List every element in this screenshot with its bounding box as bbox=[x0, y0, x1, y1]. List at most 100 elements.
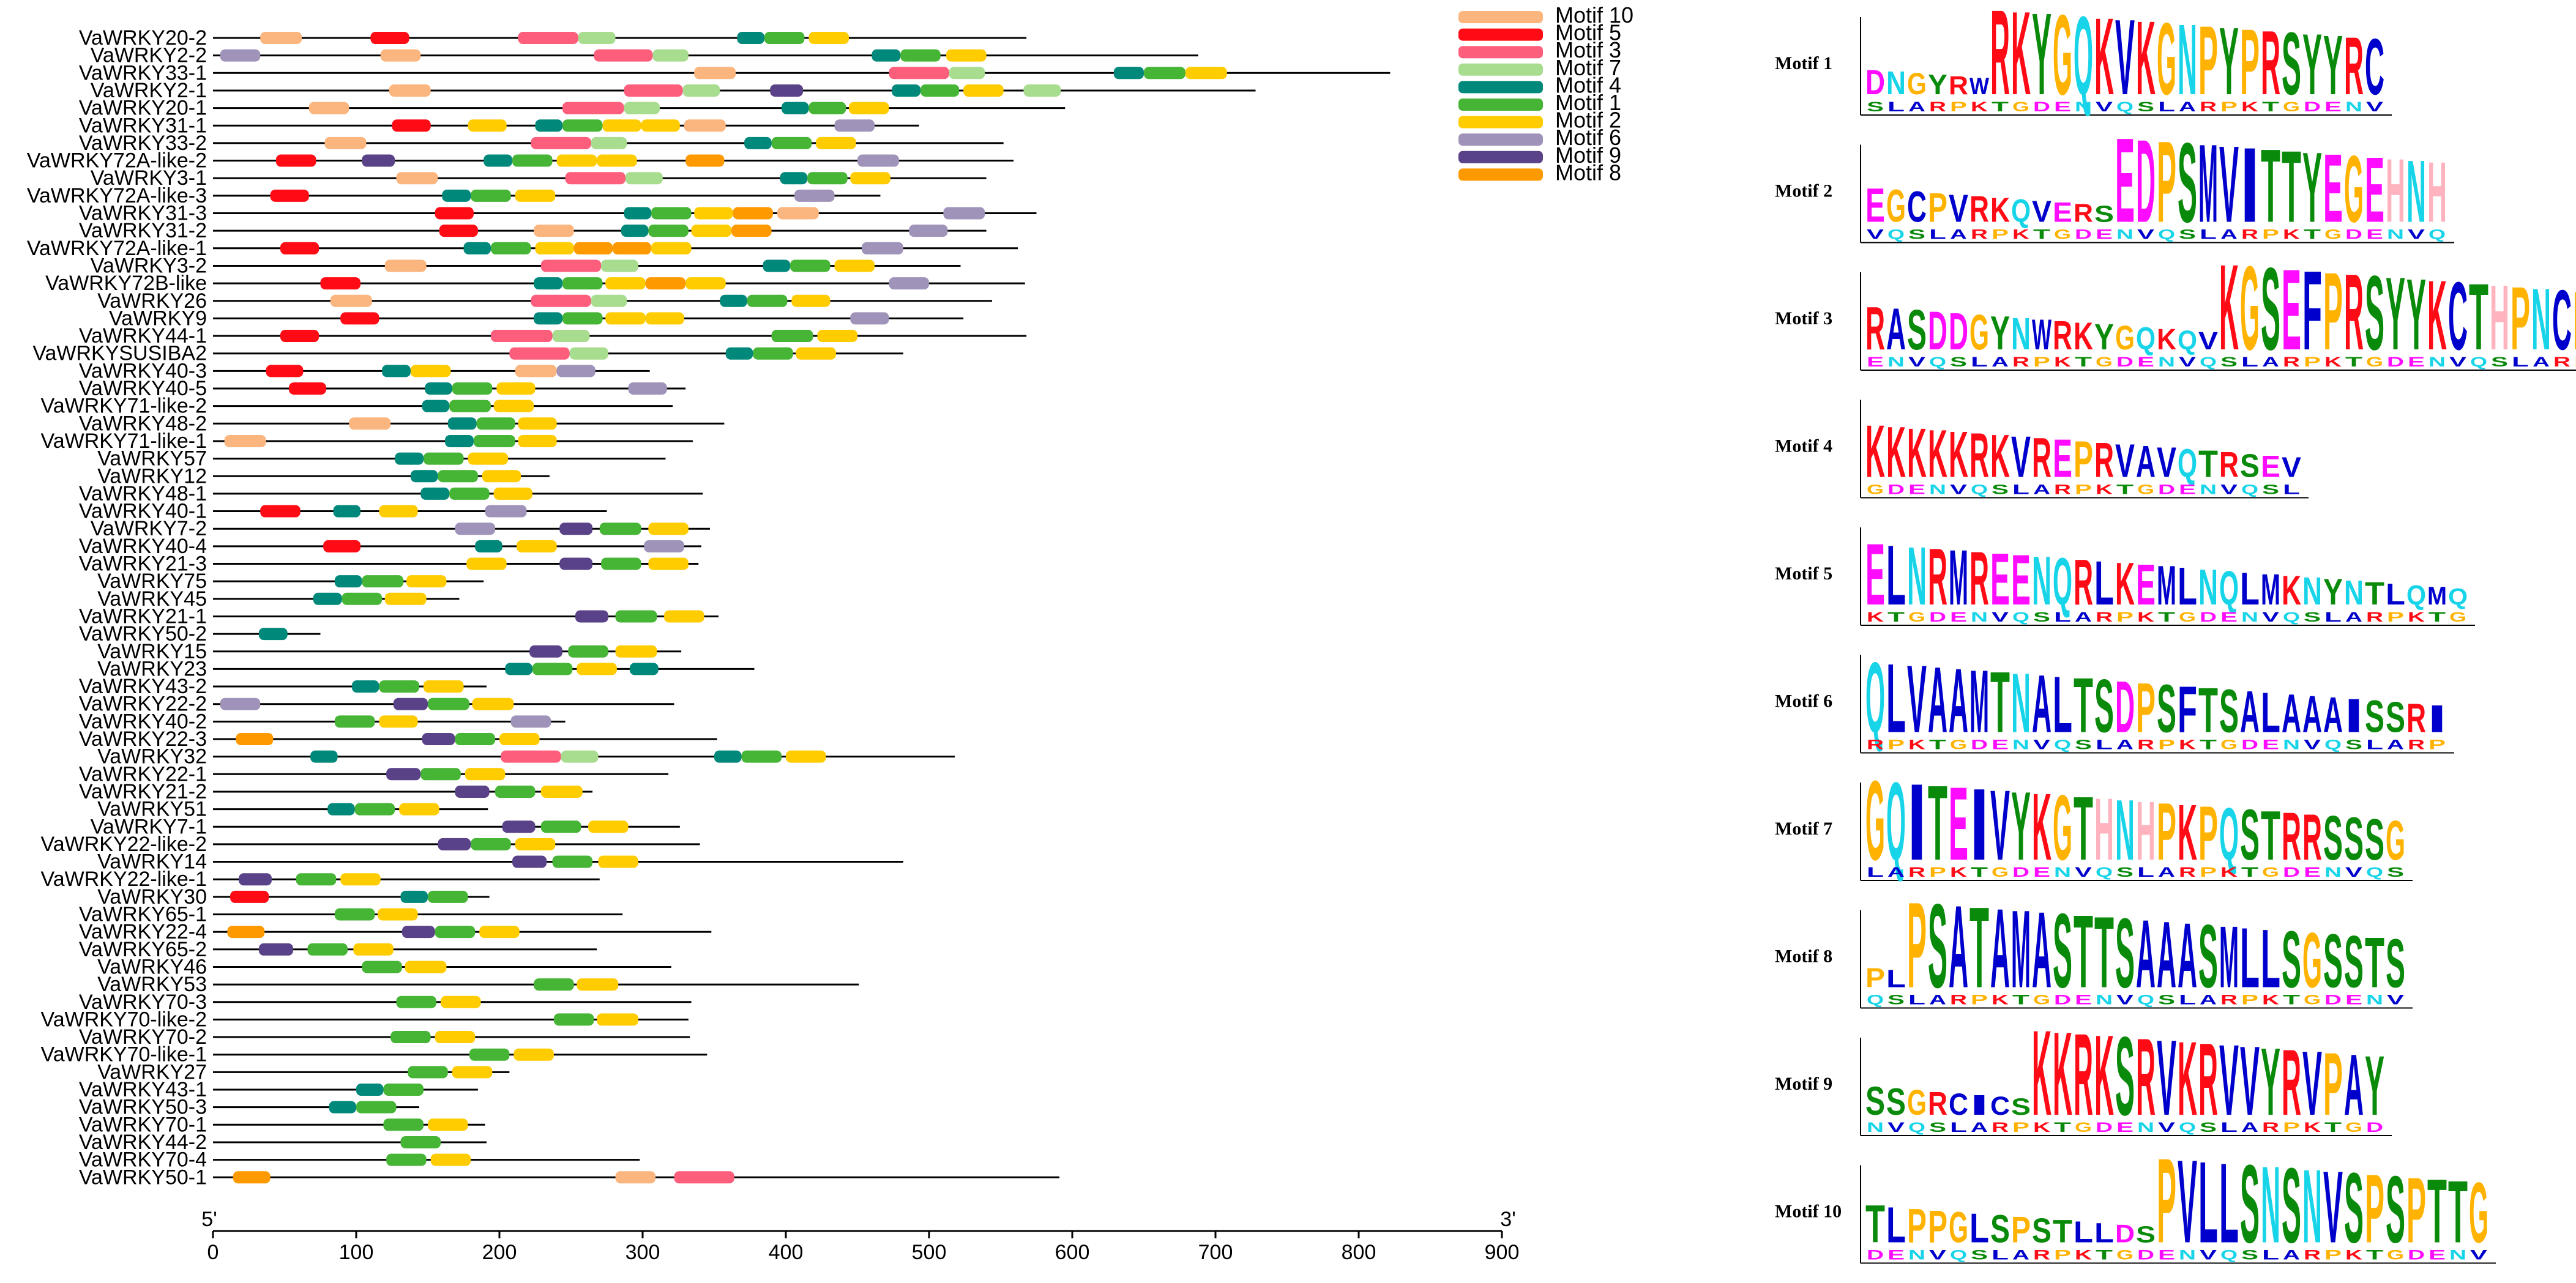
logo-letter: T bbox=[2053, 1213, 2072, 1249]
motif-1-block bbox=[562, 312, 603, 325]
logo-sub-letter: G bbox=[1950, 737, 1967, 753]
logo-sub-letter: D bbox=[2241, 737, 2258, 753]
logo-letter: W bbox=[1969, 73, 1990, 99]
logo-sub-letter: G bbox=[2304, 992, 2321, 1008]
logo-letter: R bbox=[2198, 1021, 2218, 1136]
logo-letter: Y bbox=[2032, 0, 2051, 120]
logo-sub-letter: D bbox=[2075, 227, 2092, 242]
gene-row: VaWRKY46 bbox=[97, 955, 671, 978]
gene-label: VaWRKY51 bbox=[97, 798, 207, 821]
logo-letter: E bbox=[1865, 179, 1885, 232]
logo-sub-letter: S bbox=[2345, 737, 2362, 753]
logo-letter: L bbox=[2094, 549, 2114, 618]
motif-6-block bbox=[909, 225, 948, 237]
logo-sub-letter: D bbox=[1929, 609, 1946, 625]
axis-tick-label: 600 bbox=[1055, 1241, 1090, 1264]
motif-1-block bbox=[386, 1153, 427, 1166]
gene-row: VaWRKY70-like-1 bbox=[41, 1043, 707, 1066]
logo-letter: C bbox=[1990, 1091, 2010, 1121]
logo-sub-letter: Q bbox=[2200, 354, 2217, 370]
motif-6-block bbox=[644, 540, 684, 552]
logo-sub-letter: P bbox=[2241, 992, 2258, 1008]
gene-row: VaWRKY43-1 bbox=[79, 1078, 478, 1101]
motif-2-block bbox=[963, 84, 1004, 97]
motif-1-block bbox=[296, 873, 337, 886]
logo-sub-letter: V bbox=[1929, 1248, 1947, 1263]
logo-sub-letter: D bbox=[2012, 865, 2029, 880]
motif-2-block bbox=[472, 697, 514, 710]
logo-letter: I bbox=[2344, 690, 2364, 743]
gene-label: VaWRKY31-1 bbox=[79, 114, 207, 137]
logo-letter: R bbox=[2344, 20, 2364, 111]
logo-sub-letter: L bbox=[1867, 865, 1884, 880]
logo-sub-letter: D bbox=[1887, 482, 1905, 497]
logo-sub-letter: V bbox=[2304, 737, 2321, 753]
motif-1-block bbox=[356, 1101, 397, 1114]
logo-letter: L bbox=[2219, 1140, 2239, 1266]
logo-sub-letter: K bbox=[2096, 482, 2113, 497]
logo-sub-letter: E bbox=[1992, 737, 2009, 753]
motif-4-block bbox=[327, 803, 355, 816]
gene-row: VaWRKY48-1 bbox=[79, 482, 703, 505]
logo-sub-letter: E bbox=[2033, 865, 2050, 880]
motif-2-block bbox=[517, 540, 557, 552]
logo-letter: M bbox=[1969, 651, 1989, 751]
logo-sub-letter: N bbox=[1971, 609, 1988, 625]
motif-1-block bbox=[764, 32, 805, 44]
axis-tick-label: 300 bbox=[625, 1241, 660, 1264]
gene-row: VaWRKY33-2 bbox=[79, 132, 1004, 155]
gene-row: VaWRKY71-like-2 bbox=[41, 395, 673, 418]
logo-letter: S bbox=[2115, 898, 2135, 1008]
logo-sub-letter: S bbox=[2387, 865, 2404, 880]
logo-letter: I bbox=[2427, 697, 2447, 741]
motif-2-block bbox=[406, 575, 447, 588]
logo-letter: N bbox=[1886, 65, 1906, 102]
logo-sub-letter: L bbox=[2179, 992, 2196, 1008]
logo-sub-letter: G bbox=[2137, 482, 2154, 497]
logo-sub-letter: Q bbox=[1971, 482, 1988, 497]
logo-letter: A bbox=[1928, 647, 1947, 752]
motif-4-block bbox=[505, 663, 532, 675]
logo-letter: R bbox=[1969, 420, 1989, 491]
gene-row: VaWRKY40-3 bbox=[79, 359, 650, 382]
logo-letter: K bbox=[1886, 411, 1906, 493]
legend-item-motif-9: Motif 9 bbox=[1458, 143, 1621, 168]
logo-sub-letter: G bbox=[2012, 99, 2029, 114]
logo-letter: R bbox=[2219, 445, 2239, 485]
logo-sub-letter: K bbox=[1992, 992, 2009, 1008]
logo-sub-letter: E bbox=[2179, 482, 2196, 497]
logo-sub-letter: P bbox=[2116, 609, 2134, 625]
logo-sub-letter: P bbox=[2574, 354, 2576, 370]
logo-sub-letter: N bbox=[2075, 99, 2092, 114]
logo-letter: Y bbox=[2094, 316, 2114, 357]
logo-letter: V bbox=[2157, 439, 2176, 486]
logo-sub-letter: P bbox=[2304, 354, 2321, 370]
legend-label: Motif 4 bbox=[1555, 72, 1621, 97]
gene-row: VaWRKY75 bbox=[97, 570, 484, 593]
gene-label: VaWRKY22-2 bbox=[79, 693, 207, 716]
logo-sub-letter: R bbox=[2096, 609, 2113, 625]
logo-letter: T bbox=[2074, 778, 2093, 879]
logo-letter: S bbox=[2240, 1142, 2260, 1266]
logo-letter: T bbox=[1865, 1195, 1885, 1254]
motif-10-block bbox=[694, 67, 736, 80]
motif-8-block bbox=[573, 242, 613, 255]
logo-letter: S bbox=[2282, 13, 2301, 114]
gene-label: VaWRKY15 bbox=[97, 640, 207, 663]
legend-item-motif-8: Motif 8 bbox=[1458, 160, 1621, 185]
logo-sub-letter: N bbox=[1867, 1120, 1884, 1135]
logo-letter: E bbox=[2115, 113, 2135, 248]
logo-letter: R bbox=[2302, 801, 2322, 874]
motif-1-block bbox=[428, 890, 468, 903]
gene-row: VaWRKY22-like-2 bbox=[41, 833, 700, 856]
motif-1-block bbox=[599, 522, 641, 535]
motif-5-block bbox=[435, 207, 474, 220]
logo-letter: P bbox=[2136, 669, 2156, 748]
logo-sub-letter: D bbox=[2304, 99, 2321, 114]
motif-7-block bbox=[601, 259, 638, 272]
logo-letter: S bbox=[2115, 1014, 2135, 1139]
logo-sub-letter: L bbox=[2096, 737, 2113, 753]
logo-sub-letter: P bbox=[2158, 737, 2175, 753]
gene-row: VaWRKY50-3 bbox=[79, 1096, 419, 1119]
